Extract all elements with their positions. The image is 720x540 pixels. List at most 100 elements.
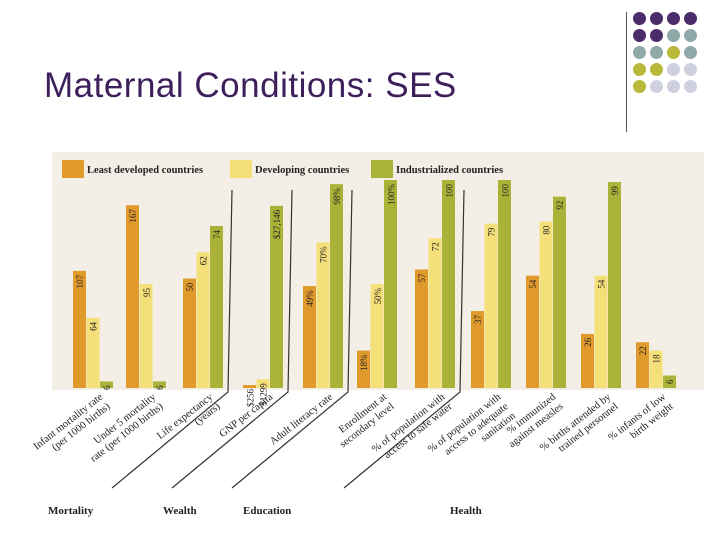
- bar-value-label: 62: [199, 256, 209, 265]
- bar-value-label: 54: [597, 279, 607, 289]
- category-label-layer: Infant mortality rate(per 1000 births)Un…: [32, 391, 676, 464]
- decorative-dot: [684, 63, 697, 76]
- decorative-dot: [650, 46, 663, 59]
- decorative-dot: [684, 29, 697, 42]
- bar-value-label: 49%: [305, 290, 315, 307]
- legend-swatch-industrialized: [371, 160, 393, 178]
- bar-developing: [86, 317, 100, 388]
- group-label-mortality: Mortality: [48, 505, 94, 517]
- decorative-dot: [667, 80, 680, 93]
- decorative-dot: [684, 46, 697, 59]
- bar-value-label: 100%: [386, 184, 396, 206]
- bar-industrialized: [210, 225, 223, 388]
- bar-developing: [484, 223, 498, 388]
- title-divider: [626, 12, 627, 132]
- decorative-dot: [667, 12, 680, 25]
- bar-least: [415, 269, 428, 388]
- decorative-dot: [633, 80, 646, 93]
- decorative-dot: [684, 12, 697, 25]
- group-divider-line: [231, 189, 353, 489]
- bar-least: [183, 278, 196, 388]
- bar-industrialized: [553, 196, 566, 388]
- bar-industrialized: [608, 182, 621, 388]
- decorative-dot: [667, 63, 680, 76]
- group-divider-line: [343, 189, 465, 489]
- decorative-dot: [667, 29, 680, 42]
- bar-industrialized: [384, 180, 397, 388]
- bar-developing: [539, 221, 553, 388]
- bar-least: [581, 333, 594, 388]
- bar-least: [303, 286, 316, 388]
- bar-layer: 107 64 6 167 95 6 50 62 74 $256 $1299 $27,146 49% 70%…: [73, 180, 676, 407]
- divider-layer: [111, 189, 465, 489]
- bar-least: [73, 270, 86, 388]
- bar-value-label: 72: [431, 242, 441, 251]
- bar-developing: [428, 238, 442, 388]
- group-label-education: Education: [243, 505, 291, 517]
- group-label-wealth: Wealth: [163, 505, 197, 517]
- bar-value-label: 37: [473, 315, 483, 325]
- decorative-dot: [633, 29, 646, 42]
- legend-label-developing: Developing countries: [255, 165, 349, 176]
- decorative-dot: [650, 29, 663, 42]
- bar-value-label: $256: [245, 389, 255, 408]
- bar-developing: [370, 284, 384, 388]
- legend-label-least: Least developed countries: [87, 165, 203, 176]
- slide-title: Maternal Conditions: SES: [44, 66, 457, 105]
- bar-value-label: 99: [610, 186, 620, 196]
- decorative-dot: [650, 12, 663, 25]
- decorative-dot: [667, 46, 680, 59]
- bar-value-label: 92: [555, 201, 565, 210]
- bar-least: [471, 311, 484, 388]
- bar-industrialized: [100, 381, 113, 388]
- bar-industrialized: [153, 381, 166, 388]
- bar-value-label: 6: [665, 379, 675, 384]
- bar-value-label: 167: [128, 209, 138, 223]
- decorative-dot: [650, 63, 663, 76]
- legend-swatch-developing: [230, 160, 252, 178]
- group-label-health: Health: [450, 505, 482, 517]
- group-divider-line: [171, 189, 293, 489]
- decorative-dot: [650, 80, 663, 93]
- bar-value-label: 18: [652, 354, 662, 364]
- bar-industrialized: [442, 180, 455, 388]
- decorative-dot: [633, 46, 646, 59]
- legend-swatch-least: [62, 160, 84, 178]
- bar-value-label: 26: [583, 337, 593, 347]
- bar-least: [526, 275, 539, 388]
- legend-label-industrialized: Industrialized countries: [396, 165, 503, 176]
- chart-legend: Least developed countries Developing cou…: [62, 160, 503, 178]
- bar-value-label: 18%: [359, 354, 369, 371]
- bar-value-label: 54: [528, 279, 538, 289]
- decorative-dot: [684, 80, 697, 93]
- bar-value-label: 100: [500, 184, 510, 198]
- bar-value-label: 74: [212, 229, 222, 239]
- decorative-dot: [633, 63, 646, 76]
- group-divider-line: [111, 189, 233, 489]
- bar-developing: [316, 242, 330, 388]
- bar-industrialized: [498, 180, 511, 388]
- bar-value-label: 98%: [332, 188, 342, 205]
- bar-developing: [196, 252, 210, 388]
- bar-developing: [256, 379, 270, 388]
- bar-value-label: 50%: [373, 288, 383, 305]
- bar-value-label: 79: [487, 227, 497, 237]
- bar-value-label: 80: [542, 225, 552, 235]
- bar-value-label: 100: [444, 184, 454, 198]
- bar-least: [357, 350, 370, 388]
- bar-value-label: 22: [638, 346, 648, 355]
- bar-least: [243, 385, 256, 388]
- bar-industrialized: [270, 205, 283, 388]
- group-label-layer: Mortality Wealth Education Health: [48, 505, 482, 517]
- bar-value-label: 6: [155, 385, 165, 390]
- bar-value-label: 95: [142, 288, 152, 298]
- bar-value-label: 107: [75, 274, 85, 288]
- bar-least: [636, 342, 649, 388]
- bar-value-label: 70%: [319, 246, 329, 263]
- bar-industrialized: [330, 184, 343, 388]
- bar-developing: [649, 350, 663, 388]
- bar-value-label: 50: [185, 282, 195, 292]
- bar-industrialized: [663, 375, 676, 388]
